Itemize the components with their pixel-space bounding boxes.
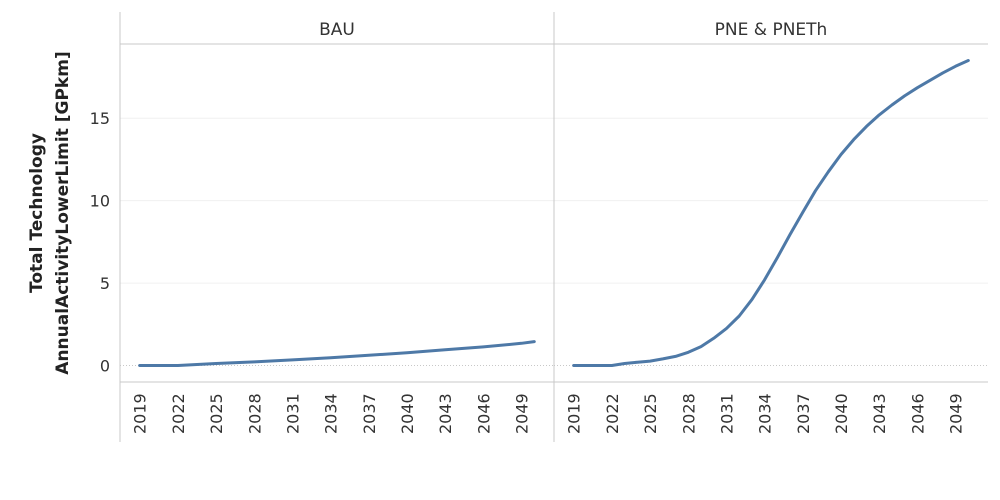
y-tick-label: 0 — [100, 357, 110, 376]
panel-pne-pneth: PNE & PNETh 2019 2022 2025 2028 2031 2034 2037 2… — [554, 20, 988, 434]
panel-title: BAU — [319, 20, 355, 40]
x-tick-label: 2046 — [474, 393, 493, 434]
x-tick-label: 2034 — [756, 393, 775, 434]
x-tick-label: 2019 — [131, 393, 150, 434]
x-tick-label: 2046 — [908, 393, 927, 434]
x-tick-label: 2034 — [322, 393, 341, 434]
y-axis-title-line-2: AnnualActivityLowerLimit [GPkm] — [53, 51, 73, 374]
y-axis-title-line-1: Total Technology — [27, 133, 47, 293]
panel-title: PNE & PNETh — [715, 20, 828, 40]
y-tick-label: 5 — [100, 274, 110, 293]
x-tick-label: 2037 — [360, 393, 379, 434]
x-tick-label: 2049 — [513, 393, 532, 434]
x-tick-label: 2040 — [832, 393, 851, 434]
x-tick-label: 2043 — [870, 393, 889, 434]
x-tick-label: 2025 — [641, 393, 660, 434]
series-line — [572, 59, 970, 367]
x-tick-label: 2019 — [565, 393, 584, 434]
panel-bau: BAU 2019 2022 2025 2028 2031 2034 2037 2040 2043 2… — [120, 20, 554, 434]
x-tick-label: 2028 — [245, 393, 264, 434]
x-tick-label: 2025 — [207, 393, 226, 434]
y-axis: 0 5 10 15 — [90, 109, 110, 375]
y-tick-label: 10 — [90, 192, 110, 211]
x-tick-label: 2031 — [717, 393, 736, 434]
x-tick-label: 2040 — [398, 393, 417, 434]
x-tick-label: 2049 — [947, 393, 966, 434]
x-tick-label: 2022 — [603, 393, 622, 434]
x-tick-label: 2022 — [169, 393, 188, 434]
y-tick-label: 15 — [90, 109, 110, 128]
series-line — [138, 340, 536, 367]
x-tick-label: 2037 — [794, 393, 813, 434]
x-tick-label: 2028 — [679, 393, 698, 434]
x-tick-label: 2043 — [436, 393, 455, 434]
x-tick-label: 2031 — [283, 393, 302, 434]
